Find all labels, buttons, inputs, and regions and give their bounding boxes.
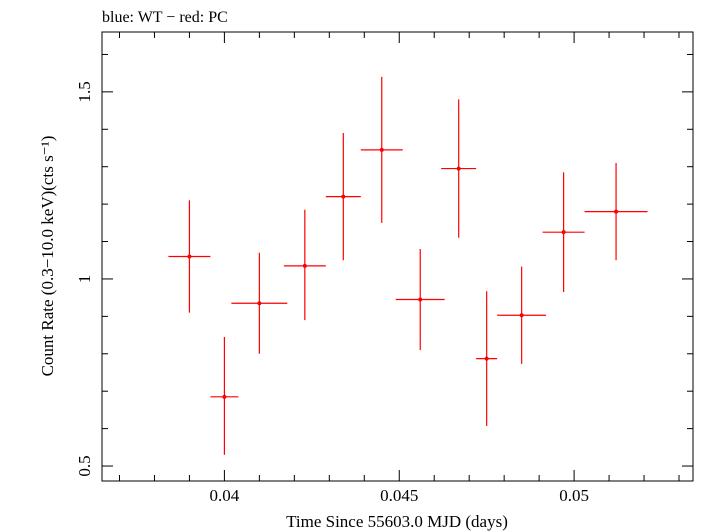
data-point <box>341 194 346 199</box>
data-point <box>257 301 262 306</box>
data-point <box>614 209 619 214</box>
chart-title: blue: WT − red: PC <box>102 9 228 26</box>
y-tick-label: 0.5 <box>75 455 94 476</box>
data-point <box>302 263 307 268</box>
x-axis: 0.04 0.045 0.05 <box>118 32 680 505</box>
y-tick-label: 1 <box>75 275 94 284</box>
data-series-pc <box>168 76 648 455</box>
data-point <box>484 356 489 361</box>
data-point <box>222 394 227 399</box>
y-tick-label: 1.5 <box>75 81 94 102</box>
data-point <box>519 313 524 318</box>
data-point <box>456 166 461 171</box>
data-point <box>418 297 423 302</box>
data-point <box>187 254 192 259</box>
x-tick-label: 0.05 <box>559 486 589 505</box>
y-axis-label: Count Rate (0.3−10.0 keV)(cts s⁻¹) <box>38 136 57 377</box>
x-axis-label: Time Since 55603.0 MJD (days) <box>286 512 508 531</box>
plot-frame <box>101 31 694 482</box>
data-point <box>379 147 384 152</box>
y-axis: 0.5 1 1.5 <box>75 53 693 477</box>
x-tick-label: 0.045 <box>380 486 418 505</box>
x-tick-label: 0.04 <box>210 486 240 505</box>
data-point <box>561 230 566 235</box>
